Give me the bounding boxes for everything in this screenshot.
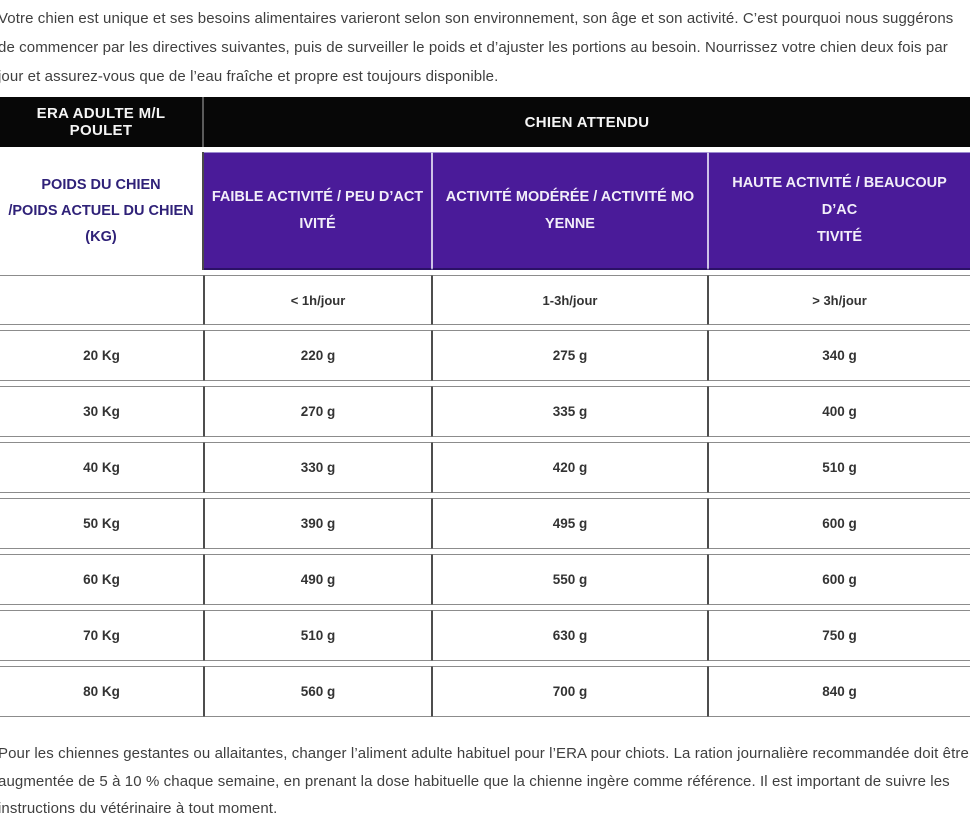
high-activity-duration: > 3h/jour <box>708 275 970 325</box>
footer-paragraph: Pour les chiennes gestantes ou allaitant… <box>0 745 969 817</box>
table-row: 30 Kg 270 g 335 g 400 g <box>0 386 970 437</box>
high-portion-cell: 600 g <box>708 554 970 605</box>
high-portion-cell: 750 g <box>708 610 970 661</box>
moderate-portion-cell: 335 g <box>432 386 708 437</box>
table-row: 70 Kg 510 g 630 g 750 g <box>0 610 970 661</box>
activity-header-row: POIDS DU CHIEN /POIDS ACTUEL DU CHIEN (K… <box>0 152 970 270</box>
low-portion-cell: 560 g <box>204 666 432 717</box>
table-row: 80 Kg 560 g 700 g 840 g <box>0 666 970 717</box>
feeding-table: ERA ADULTE M/L POULET CHIEN ATTENDU POID… <box>0 92 970 722</box>
duration-row: < 1h/jour 1-3h/jour > 3h/jour <box>0 275 970 325</box>
low-portion-cell: 510 g <box>204 610 432 661</box>
low-portion-cell: 220 g <box>204 330 432 381</box>
low-portion-cell: 390 g <box>204 498 432 549</box>
low-portion-cell: 490 g <box>204 554 432 605</box>
high-portion-cell: 600 g <box>708 498 970 549</box>
moderate-portion-cell: 630 g <box>432 610 708 661</box>
duration-empty-cell <box>0 275 204 325</box>
high-portion-cell: 840 g <box>708 666 970 717</box>
high-portion-cell: 510 g <box>708 442 970 493</box>
moderate-portion-cell: 275 g <box>432 330 708 381</box>
table-row: 50 Kg 390 g 495 g 600 g <box>0 498 970 549</box>
high-portion-cell: 400 g <box>708 386 970 437</box>
moderate-activity-header: ACTIVITÉ MODÉRÉE / ACTIVITÉ MO YENNE <box>432 152 708 270</box>
low-activity-header: FAIBLE ACTIVITÉ / PEU D’ACT IVITÉ <box>204 152 432 270</box>
weight-cell: 50 Kg <box>0 498 204 549</box>
product-header-cell: ERA ADULTE M/L POULET <box>0 97 204 147</box>
table-row: 60 Kg 490 g 550 g 600 g <box>0 554 970 605</box>
intro-paragraph: Votre chien est unique et ses besoins al… <box>0 10 954 85</box>
high-portion-cell: 340 g <box>708 330 970 381</box>
moderate-portion-cell: 420 g <box>432 442 708 493</box>
weight-cell: 30 Kg <box>0 386 204 437</box>
table-row: 40 Kg 330 g 420 g 510 g <box>0 442 970 493</box>
table-row: 20 Kg 220 g 275 g 340 g <box>0 330 970 381</box>
moderate-portion-cell: 700 g <box>432 666 708 717</box>
expected-dog-header-cell: CHIEN ATTENDU <box>204 97 970 147</box>
weight-cell: 60 Kg <box>0 554 204 605</box>
weight-cell: 80 Kg <box>0 666 204 717</box>
low-portion-cell: 270 g <box>204 386 432 437</box>
low-portion-cell: 330 g <box>204 442 432 493</box>
weight-cell: 40 Kg <box>0 442 204 493</box>
moderate-activity-duration: 1-3h/jour <box>432 275 708 325</box>
high-activity-header: HAUTE ACTIVITÉ / BEAUCOUP D’AC TIVITÉ <box>708 152 970 270</box>
weight-cell: 20 Kg <box>0 330 204 381</box>
weight-cell: 70 Kg <box>0 610 204 661</box>
low-activity-duration: < 1h/jour <box>204 275 432 325</box>
moderate-portion-cell: 550 g <box>432 554 708 605</box>
moderate-portion-cell: 495 g <box>432 498 708 549</box>
weight-column-header: POIDS DU CHIEN /POIDS ACTUEL DU CHIEN (K… <box>0 152 204 270</box>
table-header-row: ERA ADULTE M/L POULET CHIEN ATTENDU <box>0 97 970 147</box>
